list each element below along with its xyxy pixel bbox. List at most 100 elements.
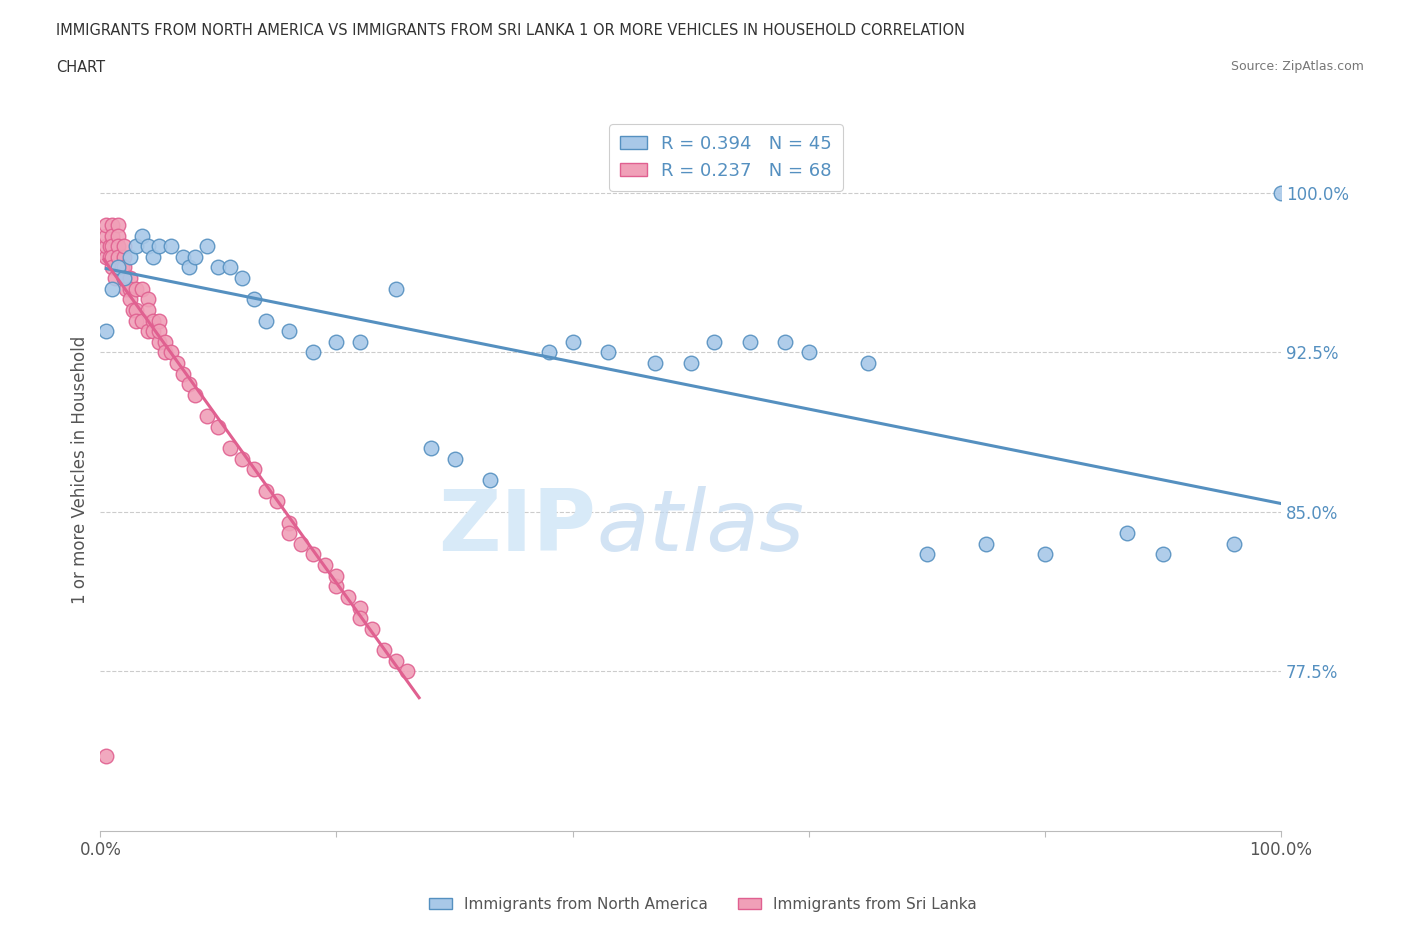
Point [98, 239, 121, 254]
Point [103, 271, 125, 286]
Point [1152, 547, 1174, 562]
Point [96, 228, 118, 243]
Point [177, 260, 200, 275]
Point [125, 313, 148, 328]
Point [101, 260, 124, 275]
Point [160, 345, 183, 360]
Point [96, 749, 118, 764]
Point [219, 260, 242, 275]
Point [856, 355, 879, 370]
Point [290, 537, 312, 551]
Text: ZIP: ZIP [439, 485, 596, 569]
Point [1222, 537, 1244, 551]
Point [142, 313, 165, 328]
Point [1270, 186, 1292, 201]
Point [112, 271, 135, 286]
Point [537, 345, 560, 360]
Point [112, 239, 135, 254]
Point [644, 355, 666, 370]
Point [107, 228, 129, 243]
Point [915, 547, 938, 562]
Point [96, 239, 118, 254]
Point [122, 302, 145, 317]
Point [125, 281, 148, 296]
Point [101, 281, 124, 296]
Point [98, 249, 121, 264]
Point [396, 664, 419, 679]
Point [107, 239, 129, 254]
Point [118, 249, 141, 264]
Point [136, 324, 159, 339]
Point [131, 281, 153, 296]
Point [172, 366, 194, 381]
Point [302, 547, 325, 562]
Point [361, 621, 384, 636]
Point [155, 335, 177, 350]
Point [443, 451, 465, 466]
Point [278, 515, 301, 530]
Point [160, 239, 183, 254]
Point [125, 239, 148, 254]
Point [101, 239, 124, 254]
Point [166, 355, 188, 370]
Point [797, 345, 820, 360]
Point [184, 388, 207, 403]
Point [349, 611, 371, 626]
Text: IMMIGRANTS FROM NORTH AMERICA VS IMMIGRANTS FROM SRI LANKA 1 OR MORE VEHICLES IN: IMMIGRANTS FROM NORTH AMERICA VS IMMIGRA… [56, 23, 966, 38]
Point [254, 484, 277, 498]
Text: CHART: CHART [56, 60, 105, 75]
Text: atlas: atlas [596, 485, 804, 569]
Point [703, 335, 725, 350]
Point [107, 260, 129, 275]
Point [131, 228, 153, 243]
Point [231, 271, 253, 286]
Point [112, 271, 135, 286]
Point [738, 335, 761, 350]
Point [177, 377, 200, 392]
Point [96, 324, 118, 339]
Point [142, 324, 165, 339]
Point [125, 302, 148, 317]
Point [155, 345, 177, 360]
Point [254, 313, 277, 328]
Point [314, 558, 336, 573]
Y-axis label: 1 or more Vehicles in Household: 1 or more Vehicles in Household [72, 336, 89, 604]
Point [384, 653, 406, 668]
Point [373, 643, 395, 658]
Point [325, 335, 347, 350]
Point [337, 590, 360, 604]
Point [974, 537, 997, 551]
Point [118, 281, 141, 296]
Point [96, 218, 118, 232]
Point [1116, 525, 1139, 540]
Point [243, 462, 266, 477]
Point [195, 239, 218, 254]
Point [207, 419, 229, 434]
Point [148, 324, 170, 339]
Point [278, 324, 301, 339]
Point [325, 578, 347, 593]
Point [773, 335, 796, 350]
Point [478, 472, 501, 487]
Point [107, 249, 129, 264]
Point [136, 239, 159, 254]
Point [142, 249, 165, 264]
Legend: Immigrants from North America, Immigrants from Sri Lanka: Immigrants from North America, Immigrant… [423, 891, 983, 918]
Point [96, 249, 118, 264]
Point [278, 525, 301, 540]
Legend: R = 0.394   N = 45, R = 0.237   N = 68: R = 0.394 N = 45, R = 0.237 N = 68 [609, 125, 844, 191]
Point [148, 313, 170, 328]
Point [266, 494, 288, 509]
Point [118, 292, 141, 307]
Point [231, 451, 253, 466]
Point [131, 313, 153, 328]
Point [148, 239, 170, 254]
Point [101, 218, 124, 232]
Point [325, 568, 347, 583]
Point [384, 281, 406, 296]
Point [419, 441, 441, 456]
Point [184, 249, 207, 264]
Point [219, 441, 242, 456]
Point [207, 260, 229, 275]
Point [110, 260, 132, 275]
